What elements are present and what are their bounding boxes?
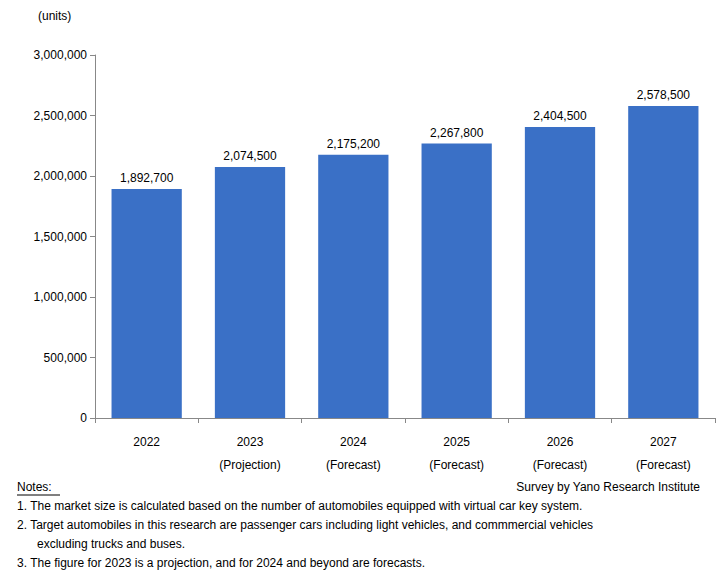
svg-text:2,000,000: 2,000,000 xyxy=(34,169,88,183)
svg-text:3,000,000: 3,000,000 xyxy=(34,48,88,62)
svg-text:1,000,000: 1,000,000 xyxy=(34,290,88,304)
svg-text:(Forecast): (Forecast) xyxy=(429,458,484,472)
svg-text:2027: 2027 xyxy=(650,435,677,449)
svg-text:(Forecast): (Forecast) xyxy=(326,458,381,472)
svg-text:2022: 2022 xyxy=(133,435,160,449)
svg-text:1. The market size is calculat: 1. The market size is calculated based o… xyxy=(17,499,582,513)
svg-text:2024: 2024 xyxy=(340,435,367,449)
svg-text:2,500,000: 2,500,000 xyxy=(34,109,88,123)
svg-text:Survey by Yano Research Instit: Survey by Yano Research Institute xyxy=(516,480,700,494)
svg-text:2,074,500: 2,074,500 xyxy=(223,149,277,163)
svg-text:2,267,800: 2,267,800 xyxy=(430,126,484,140)
svg-text:0: 0 xyxy=(80,411,87,425)
svg-text:2023: 2023 xyxy=(237,435,264,449)
svg-text:2025: 2025 xyxy=(443,435,470,449)
svg-text:3. The figure for 2023 is a pr: 3. The figure for 2023 is a projection, … xyxy=(17,556,425,570)
svg-text:2. Target automobiles in this: 2. Target automobiles in this research a… xyxy=(17,518,593,532)
svg-text:(Forecast): (Forecast) xyxy=(636,458,691,472)
svg-text:1,500,000: 1,500,000 xyxy=(34,230,88,244)
svg-text:2,578,500: 2,578,500 xyxy=(637,88,691,102)
svg-text:500,000: 500,000 xyxy=(44,351,88,365)
svg-text:Notes:: Notes: xyxy=(17,480,52,494)
svg-text:excluding trucks and buses.: excluding trucks and buses. xyxy=(37,537,185,551)
svg-text:(units): (units) xyxy=(38,9,71,23)
svg-text:(Projection): (Projection) xyxy=(219,458,280,472)
svg-text:2026: 2026 xyxy=(547,435,574,449)
svg-text:2,175,200: 2,175,200 xyxy=(327,137,381,151)
svg-text:1,892,700: 1,892,700 xyxy=(120,171,174,185)
svg-text:2,404,500: 2,404,500 xyxy=(533,109,587,123)
svg-text:(Forecast): (Forecast) xyxy=(533,458,588,472)
